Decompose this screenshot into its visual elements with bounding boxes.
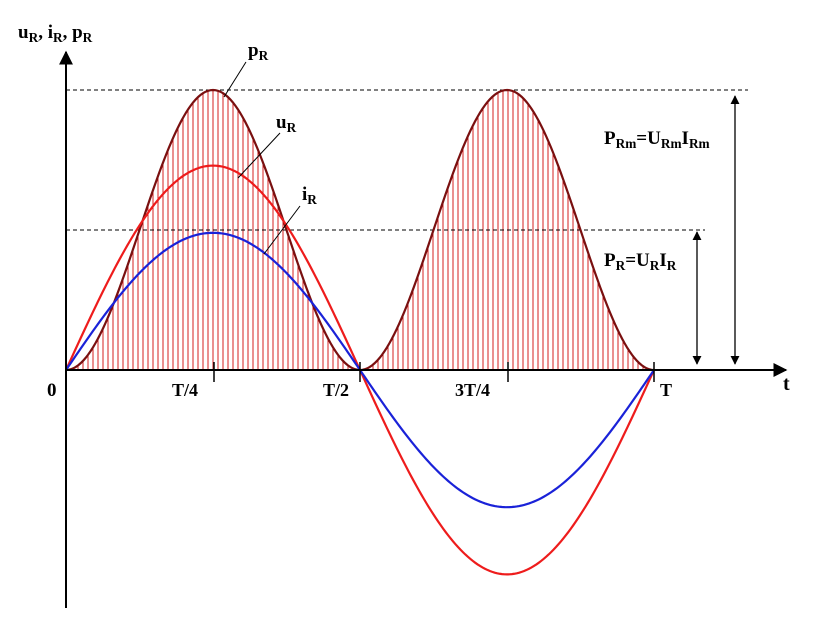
current-curve-label: iR [302,184,317,207]
tick-label-three-quarter: 3T/4 [455,380,490,400]
pr-formula-label: PR=URIR [604,250,677,273]
p-label-leader [223,61,247,98]
power-hatch-fill [67,90,654,370]
u-label-leader [237,132,281,179]
origin-label: 0 [47,380,57,401]
x-axis-label: t [783,373,790,395]
tick-label-full: T [660,380,672,400]
power-curve-label: pR [248,40,269,63]
i-label-leader [263,205,301,255]
prm-formula-label: PRm=URmIRm [604,128,710,151]
tick-label-half: T/2 [323,380,349,400]
y-axis-label: uR, iR, pR [18,22,93,45]
voltage-curve-label: uR [276,112,297,135]
tick-label-quarter: T/4 [172,380,198,400]
